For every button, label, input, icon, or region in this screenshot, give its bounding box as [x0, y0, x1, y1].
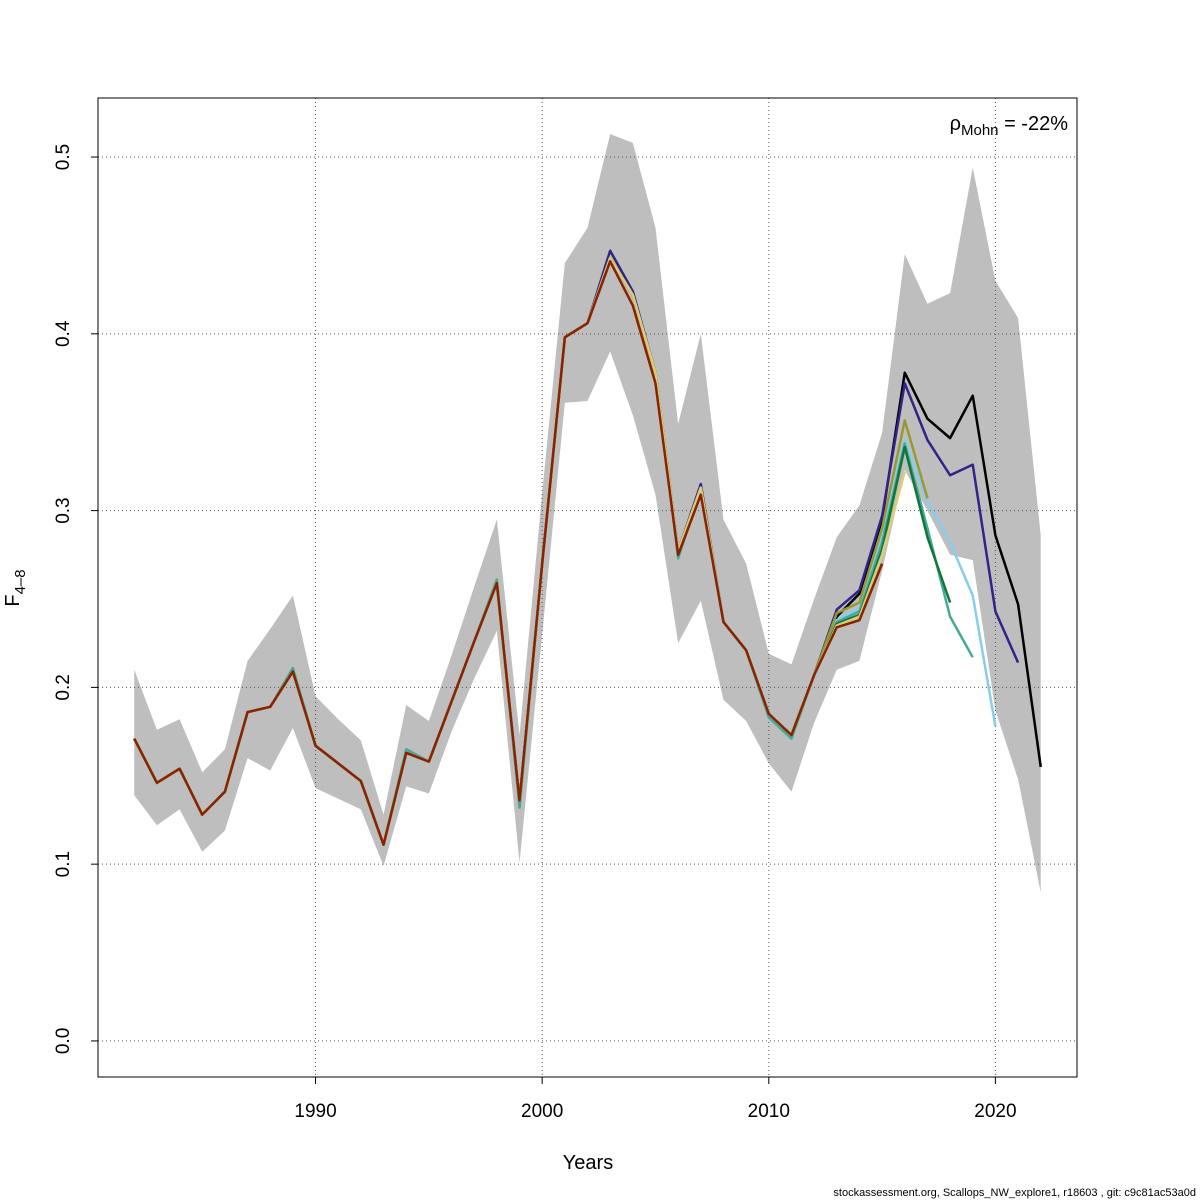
footer: stockassessment.org, Scallops_NW_explore…: [833, 1187, 1196, 1199]
y-tick-label: 0.5: [53, 144, 74, 170]
y-tick-label: 0.3: [53, 497, 74, 523]
annotation: ρMohn = -22%: [950, 113, 1069, 139]
confidence-band: [134, 134, 1041, 893]
annotation-symbol: ρ: [950, 113, 961, 135]
x-tick-label: 1990: [294, 1101, 336, 1122]
annotation-subscript: Mohn: [961, 122, 999, 139]
y-axis-label: F4–8: [2, 569, 29, 606]
y-axis-label-main: F: [2, 594, 24, 606]
y-tick-label: 0.4: [53, 320, 74, 347]
x-tick-label: 2000: [521, 1101, 563, 1122]
series-line: [133, 260, 884, 846]
x-tick-label: 2010: [748, 1101, 790, 1122]
annotation-text: = -22%: [999, 113, 1069, 135]
x-axis-label: Years: [563, 1152, 613, 1174]
y-tick-label: 0.2: [53, 674, 74, 700]
y-tick-label: 0.0: [53, 1028, 74, 1054]
y-axis-label-subscript: 4–8: [12, 569, 29, 594]
plot-frame: [97, 97, 1078, 1078]
x-tick-label: 2020: [974, 1101, 1016, 1122]
y-tick-label: 0.1: [53, 851, 74, 877]
